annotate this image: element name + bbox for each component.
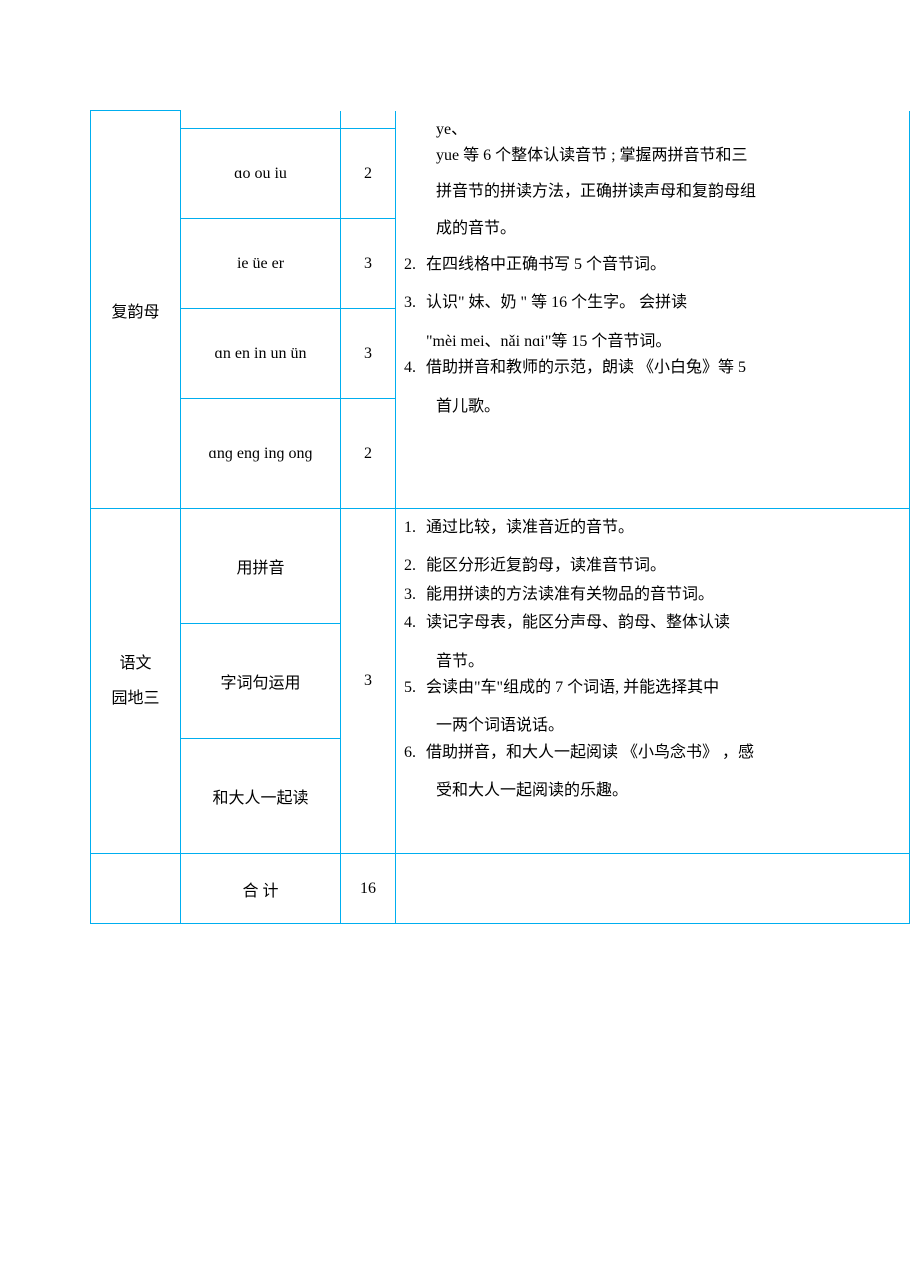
note-line: 受和大人一起阅读的乐趣。	[404, 778, 901, 804]
note-line: "mèi mei、nǎi nɑi"等 15 个音节词。	[404, 329, 901, 355]
content-cell: ɑo ou iu	[181, 129, 341, 219]
note-num: 2.	[404, 252, 426, 278]
note-text: 能用拼读的方法读准有关物品的音节词。	[426, 582, 901, 608]
content-cell: 字词句运用	[181, 624, 341, 739]
unit-label-line: 语文	[119, 655, 151, 672]
note-line: 音节。	[404, 649, 901, 675]
note-num: 3.	[404, 290, 426, 316]
note-num: 3.	[404, 582, 426, 608]
notes-cell: 1. 通过比较，读准音近的音节。 2. 能区分形近复韵母，读准音节词。 3. 能…	[396, 509, 910, 854]
total-row: 合 计 16	[91, 854, 910, 924]
note-text: 读记字母表，能区分声母、韵母、整体认读	[426, 610, 901, 636]
hours-cell: 3	[341, 509, 396, 854]
hours-cell: 3	[341, 219, 396, 309]
note-line: yue 等 6 个整体认读音节 ; 掌握两拼音节和三	[404, 143, 901, 169]
total-value-cell: 16	[341, 854, 396, 924]
unit-label: 复韵母	[111, 304, 159, 321]
note-text: 通过比较，读准音近的音节。	[426, 515, 901, 541]
note-line: ye、	[404, 117, 901, 143]
note-line: 首儿歌。	[404, 394, 901, 420]
hours-cell: 3	[341, 309, 396, 399]
note-text: 会读由"车"组成的 7 个词语, 并能选择其中	[426, 675, 901, 701]
note-num: 4.	[404, 355, 426, 381]
hours-cell: 2	[341, 129, 396, 219]
note-text: 借助拼音，和大人一起阅读 《小鸟念书》 ，感	[426, 740, 901, 766]
content-cell-continuation	[181, 111, 341, 129]
note-line: 成的音节。	[404, 216, 901, 242]
content-cell: 用拼音	[181, 509, 341, 624]
content-cell: ɑnɡ enɡ inɡ onɡ	[181, 399, 341, 509]
note-text: 认识" 妹、奶 " 等 16 个生字。 会拼读	[426, 290, 901, 316]
notes-cell: ye、 yue 等 6 个整体认读音节 ; 掌握两拼音节和三 拼音节的拼读方法，…	[396, 111, 910, 509]
curriculum-table: 复韵母 ye、 yue 等 6 个整体认读音节 ; 掌握两拼音节和三 拼音节的拼…	[90, 110, 910, 924]
note-num: 5.	[404, 675, 426, 701]
note-num: 6.	[404, 740, 426, 766]
hours-cell: 2	[341, 399, 396, 509]
note-line: 拼音节的拼读方法，正确拼读声母和复韵母组	[404, 179, 901, 205]
total-notes-cell	[396, 854, 910, 924]
content-cell: 和大人一起读	[181, 739, 341, 854]
table-row: 语文 园地三 用拼音 3 1. 通过比较，读准音近的音节。 2. 能区分形近复韵…	[91, 509, 910, 624]
note-text: 能区分形近复韵母，读准音节词。	[426, 553, 901, 579]
note-text: 在四线格中正确书写 5 个音节词。	[426, 252, 901, 278]
note-num: 1.	[404, 515, 426, 541]
content-cell: ie üe er	[181, 219, 341, 309]
table-row: 复韵母 ye、 yue 等 6 个整体认读音节 ; 掌握两拼音节和三 拼音节的拼…	[91, 111, 910, 129]
note-num: 4.	[404, 610, 426, 636]
content-cell: ɑn en in un ün	[181, 309, 341, 399]
unit-cell: 复韵母	[91, 111, 181, 509]
hours-cell-continuation	[341, 111, 396, 129]
unit-label-line: 园地三	[111, 690, 159, 707]
note-num: 2.	[404, 553, 426, 579]
note-line: 一两个词语说话。	[404, 713, 901, 739]
note-text: 借助拼音和教师的示范，朗读 《小白兔》等 5	[426, 355, 901, 381]
total-unit-cell	[91, 854, 181, 924]
total-label-cell: 合 计	[181, 854, 341, 924]
unit-cell: 语文 园地三	[91, 509, 181, 854]
